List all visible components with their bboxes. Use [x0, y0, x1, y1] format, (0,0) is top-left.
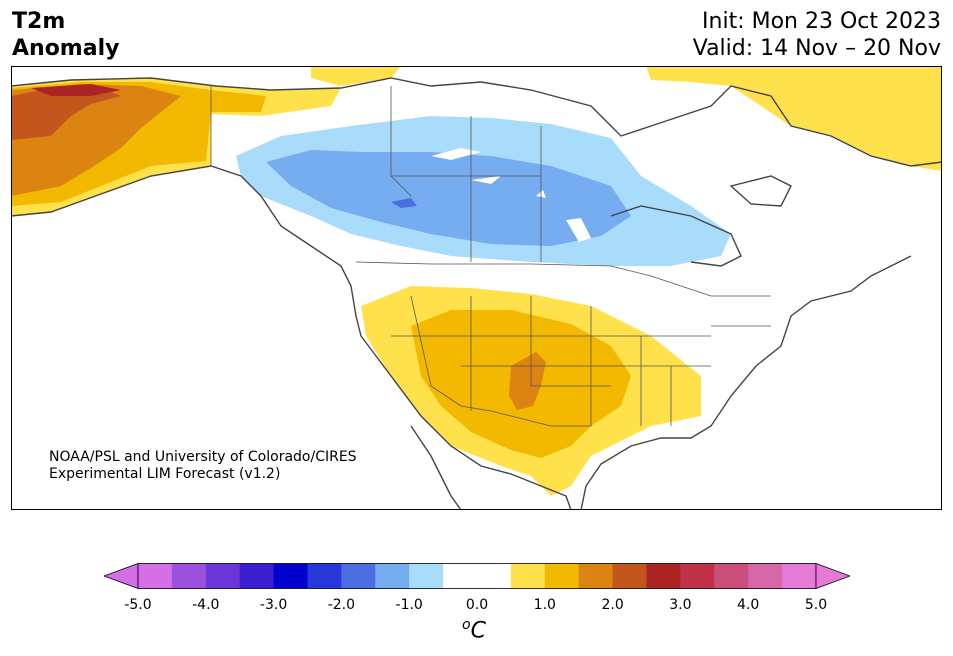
unit-celsius: C [470, 618, 486, 644]
colorbar-tick-label: 4.0 [737, 597, 760, 613]
coastlines [11, 77, 942, 510]
init-date: Init: Mon 23 Oct 2023 [702, 9, 941, 34]
colorbar-bin [205, 563, 241, 589]
colorbar-bin [477, 563, 512, 589]
colorbar-tick-label: -5.0 [124, 597, 152, 613]
colorbar-tick-label: -1.0 [395, 597, 423, 613]
colorbar-bin [714, 563, 749, 589]
colorbar-bin [307, 563, 342, 589]
colorbar-under-triangle [104, 563, 139, 589]
anomaly-map [11, 66, 942, 510]
credit-line-2: Experimental LIM Forecast (v1.2) [49, 466, 281, 482]
valid-range: Valid: 14 Nov – 20 Nov [692, 36, 941, 61]
colorbar-tick-label: 0.0 [465, 597, 489, 613]
colorbar-bin [680, 563, 715, 589]
colorbar-bin [510, 563, 546, 589]
colorbar-tick-label: -2.0 [327, 597, 356, 613]
colorbar-bin [612, 563, 647, 589]
colorbar-over-triangle [815, 563, 850, 589]
colorbar-bin [375, 563, 410, 589]
colorbar-tick-label: -3.0 [259, 597, 288, 613]
lakes [431, 148, 881, 246]
colorbar-tick-label: 5.0 [804, 597, 828, 613]
colorbar-bin [341, 563, 376, 589]
data-credit: NOAA/PSL and University of Colorado/CIRE… [49, 449, 357, 483]
unit-label: oC [462, 617, 486, 643]
colorbar-bin [748, 563, 783, 589]
colorbar-tick-label: 2.0 [601, 597, 624, 613]
arctic-warm-region [311, 66, 942, 171]
colorbar-bin [578, 563, 614, 589]
colorbar-tick-label: 1.0 [533, 597, 556, 613]
colorbar-bin [273, 563, 308, 589]
colorbar-bin [171, 563, 207, 589]
colorbar-bin [443, 563, 478, 589]
map-title: T2m Anomaly [12, 8, 119, 62]
canada-cold-region [236, 116, 731, 266]
colorbar-bin [544, 563, 580, 589]
unit-degree: o [462, 617, 471, 633]
colorbar-bin [646, 563, 681, 589]
colorbar-ticks: -5.0 -4.0 -3.0 -2.0 -1.0 0.0 1.0 2.0 3.0 4.0 5.0 [0, 597, 953, 617]
colorbar [104, 563, 850, 589]
colorbar-tick-label: 3.0 [669, 597, 692, 613]
title-variable: T2m [12, 9, 66, 34]
south-us-warm-region [361, 286, 701, 496]
colorbar-bin [138, 563, 173, 589]
political-borders [210, 86, 771, 427]
alaska-warm-region [11, 78, 341, 216]
colorbar-tick-label: -4.0 [192, 597, 220, 613]
forecast-dates: Init: Mon 23 Oct 2023 Valid: 14 Nov – 20… [693, 8, 941, 62]
colorbar-bin [239, 563, 275, 589]
colorbar-bin [409, 563, 444, 589]
title-type: Anomaly [12, 36, 120, 61]
credit-line-1: NOAA/PSL and University of Colorado/CIRE… [49, 449, 357, 465]
colorbar-bin [782, 563, 817, 589]
